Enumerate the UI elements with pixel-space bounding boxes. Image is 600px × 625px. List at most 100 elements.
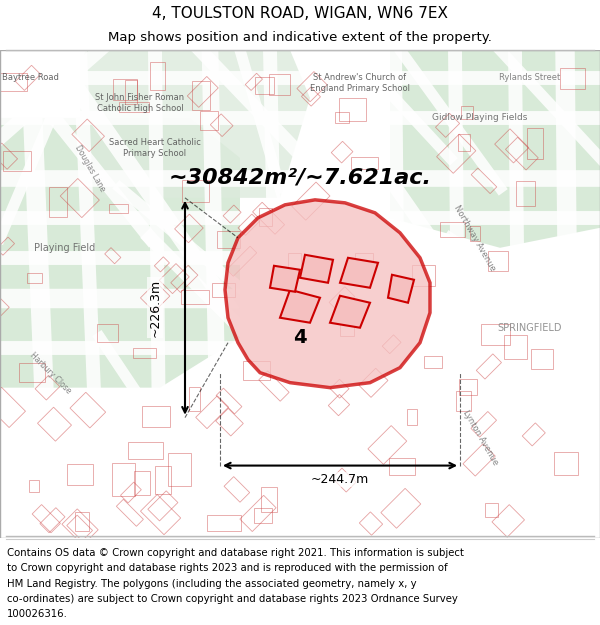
Polygon shape <box>270 266 300 292</box>
Bar <box>212 282 235 298</box>
Bar <box>175 214 203 243</box>
Bar <box>254 508 272 523</box>
Polygon shape <box>300 255 333 282</box>
Bar <box>522 423 545 446</box>
Text: Rylands Street: Rylands Street <box>499 74 560 82</box>
Bar <box>0 237 14 255</box>
Bar <box>340 317 354 336</box>
Bar <box>3 151 31 171</box>
Text: Harbury Close: Harbury Close <box>28 350 73 395</box>
Bar <box>119 102 149 112</box>
Polygon shape <box>225 200 430 388</box>
Bar <box>217 231 240 248</box>
Bar <box>531 349 553 369</box>
Bar <box>412 265 435 286</box>
Bar <box>140 282 170 312</box>
Bar <box>253 202 284 234</box>
Bar <box>216 388 242 414</box>
Bar <box>190 387 200 411</box>
Bar <box>292 182 330 220</box>
Bar <box>27 273 43 283</box>
Bar <box>381 488 421 528</box>
Bar <box>151 62 165 90</box>
Polygon shape <box>330 296 370 328</box>
Bar <box>37 408 71 441</box>
Bar <box>254 77 274 94</box>
Bar <box>335 112 349 123</box>
Bar <box>359 512 383 535</box>
Bar <box>288 253 301 271</box>
Bar <box>527 127 543 159</box>
Polygon shape <box>0 118 240 388</box>
Text: Map shows position and indicative extent of the property.: Map shows position and indicative extent… <box>108 31 492 44</box>
Text: St Andrew's Church of
England Primary School: St Andrew's Church of England Primary Sc… <box>310 73 410 92</box>
Bar <box>368 426 407 464</box>
Bar <box>461 106 473 119</box>
Bar <box>407 409 416 425</box>
Polygon shape <box>390 50 600 248</box>
Bar <box>62 509 98 545</box>
Bar <box>32 504 61 532</box>
Bar <box>207 515 241 531</box>
Bar <box>19 363 45 382</box>
Bar <box>215 408 243 436</box>
Text: 100026316.: 100026316. <box>7 609 68 619</box>
Text: St John Fisher Roman
Catholic High School: St John Fisher Roman Catholic High Schoo… <box>95 93 185 112</box>
Text: Playing Field: Playing Field <box>34 242 95 252</box>
Bar <box>223 205 241 223</box>
Bar <box>456 391 471 411</box>
Bar <box>240 496 276 531</box>
Text: Northway Avenue: Northway Avenue <box>452 203 497 272</box>
Text: 4, TOULSTON ROAD, WIGAN, WN6 7EX: 4, TOULSTON ROAD, WIGAN, WN6 7EX <box>152 6 448 21</box>
Text: ~226.3m: ~226.3m <box>149 279 161 337</box>
Bar <box>159 264 189 294</box>
Polygon shape <box>280 290 320 322</box>
Polygon shape <box>80 50 310 198</box>
Bar <box>1 73 26 91</box>
Bar <box>259 371 289 401</box>
Bar <box>340 98 367 121</box>
Bar <box>355 253 373 272</box>
Text: Baytree Road: Baytree Road <box>2 74 58 82</box>
Bar <box>72 119 104 152</box>
Bar <box>29 480 39 492</box>
Bar <box>494 129 529 163</box>
Text: ~30842m²/~7.621ac.: ~30842m²/~7.621ac. <box>169 168 431 188</box>
Bar <box>181 290 209 304</box>
Text: Contains OS data © Crown copyright and database right 2021. This information is : Contains OS data © Crown copyright and d… <box>7 548 464 558</box>
Bar <box>200 111 218 130</box>
Bar <box>359 368 388 398</box>
Text: 4: 4 <box>293 328 307 348</box>
Bar <box>113 79 137 100</box>
Bar <box>49 188 67 217</box>
Bar <box>40 508 65 532</box>
Text: co-ordinates) are subject to Crown copyright and database rights 2023 Ordnance S: co-ordinates) are subject to Crown copyr… <box>7 594 458 604</box>
Bar <box>35 376 60 400</box>
Bar <box>67 464 94 484</box>
Bar <box>330 379 349 398</box>
Bar <box>128 442 163 459</box>
Bar <box>70 392 106 428</box>
Bar <box>424 356 442 367</box>
Bar <box>492 504 524 537</box>
Bar <box>382 335 401 354</box>
Bar <box>389 458 415 475</box>
Bar <box>134 471 151 495</box>
Bar <box>155 466 170 494</box>
Polygon shape <box>388 275 414 302</box>
Bar <box>459 379 476 395</box>
Text: HM Land Registry. The polygons (including the associated geometry, namely x, y: HM Land Registry. The polygons (includin… <box>7 579 417 589</box>
Bar <box>505 335 527 359</box>
Bar <box>245 73 262 91</box>
Bar <box>112 463 136 496</box>
Text: SPRINGFIELD: SPRINGFIELD <box>498 322 562 332</box>
Bar <box>125 80 137 104</box>
Bar <box>16 65 41 91</box>
Bar <box>168 453 191 486</box>
Bar <box>227 246 257 276</box>
Bar <box>297 72 327 102</box>
Bar <box>328 394 350 416</box>
Bar <box>238 214 259 236</box>
Text: Sacred Heart Catholic
Primary School: Sacred Heart Catholic Primary School <box>109 138 201 158</box>
Bar <box>133 348 156 358</box>
